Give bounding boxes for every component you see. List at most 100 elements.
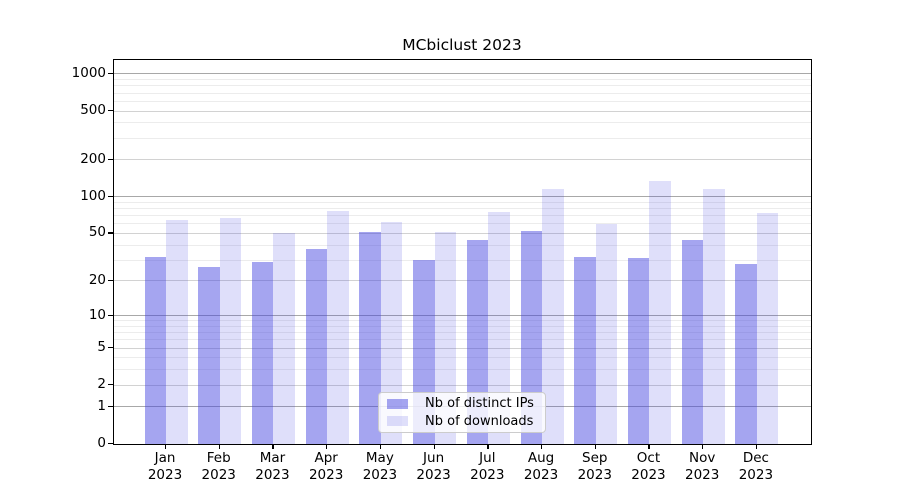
y-tick-mark: [108, 405, 113, 408]
bar-distinct-ips: [681, 240, 704, 444]
gridline-minor: [114, 320, 811, 322]
gridline-minor: [114, 201, 811, 203]
gridline: [114, 280, 811, 282]
gridline: [114, 315, 811, 317]
legend-swatch-downloads-icon: [387, 416, 408, 427]
y-tick-label: 2: [97, 376, 106, 393]
y-tick-mark: [108, 443, 113, 445]
x-tick-mark: [272, 444, 274, 449]
y-tick-label: 200: [80, 150, 106, 167]
legend-swatch-ips-icon: [387, 398, 408, 409]
y-tick-label: 50: [88, 224, 106, 241]
x-tick-label: May 2023: [362, 450, 398, 483]
bar-downloads: [434, 232, 457, 444]
x-tick-label: Apr 2023: [308, 450, 344, 483]
x-tick-label: Jan 2023: [147, 450, 183, 483]
y-tick-label: 500: [80, 102, 106, 119]
y-tick-mark: [108, 347, 113, 349]
y-tick-mark: [108, 314, 113, 316]
bar-downloads: [166, 219, 188, 444]
x-tick-label: Jul 2023: [470, 450, 505, 483]
y-tick-mark: [108, 72, 113, 75]
y-tick-mark: [108, 232, 113, 234]
gridline-minor: [114, 137, 811, 139]
legend: Nb of distinct IPs Nb of downloads: [378, 392, 546, 433]
x-tick-mark: [594, 444, 597, 449]
gridline-minor: [114, 339, 811, 341]
legend-item-downloads: Nb of downloads: [385, 413, 539, 431]
y-tick-label: 20: [88, 271, 106, 288]
x-tick-label: Aug 2023: [523, 450, 559, 483]
gridline: [114, 384, 811, 386]
bar-distinct-ips: [198, 267, 220, 444]
bar-downloads: [542, 189, 564, 444]
x-tick-mark: [379, 444, 382, 449]
gridline-minor: [114, 208, 811, 210]
bar-downloads: [219, 218, 242, 444]
y-tick-label: 10: [88, 306, 106, 323]
plot-area: Nb of distinct IPs Nb of downloads: [113, 59, 812, 445]
x-tick-mark: [541, 444, 543, 449]
x-tick-mark: [326, 444, 328, 449]
gridline-minor: [114, 325, 811, 327]
y-tick-mark: [108, 279, 113, 282]
bar-downloads: [380, 222, 403, 444]
y-tick-label: 1000: [71, 64, 106, 81]
x-tick-mark: [702, 444, 704, 449]
gridline: [114, 159, 811, 161]
y-tick-mark: [108, 195, 113, 198]
bar-distinct-ips: [251, 261, 274, 444]
gridline: [114, 110, 811, 112]
x-tick-label: Mar 2023: [255, 450, 290, 483]
bar-distinct-ips: [144, 256, 166, 444]
gridline-minor: [114, 357, 811, 359]
x-tick-mark: [433, 444, 435, 449]
x-tick-mark: [218, 444, 221, 449]
bar-distinct-ips: [735, 263, 757, 444]
y-tick-label: 1: [97, 397, 106, 414]
gridline: [114, 232, 811, 234]
gridline-minor: [114, 332, 811, 334]
gridline-minor: [114, 244, 811, 246]
gridline: [114, 73, 811, 75]
x-tick-label: Dec 2023: [738, 450, 774, 483]
x-tick-label: Feb 2023: [201, 450, 236, 483]
bar-downloads: [649, 181, 671, 444]
bar-distinct-ips: [305, 249, 328, 444]
gridline-minor: [114, 85, 811, 87]
legend-label: Nb of distinct IPs: [425, 396, 534, 412]
gridline-minor: [114, 122, 811, 124]
bar-distinct-ips: [359, 232, 381, 444]
bar-distinct-ips: [520, 231, 543, 444]
x-tick-label: Jun 2023: [416, 450, 451, 483]
x-tick-mark: [487, 444, 489, 449]
bar-downloads: [327, 210, 349, 444]
legend-label: Nb of downloads: [425, 413, 534, 429]
y-tick-mark: [108, 110, 113, 112]
x-tick-mark: [755, 444, 758, 449]
y-tick-label: 100: [80, 187, 106, 204]
bar-downloads: [273, 233, 295, 444]
y-tick-mark: [108, 384, 113, 386]
x-tick-label: Nov 2023: [685, 450, 720, 483]
y-tick-label: 5: [97, 339, 106, 356]
x-tick-mark: [165, 444, 167, 449]
x-tick-mark: [648, 444, 650, 449]
bar-downloads: [703, 189, 725, 444]
gridline: [114, 196, 811, 198]
gridline-minor: [114, 259, 811, 261]
chart-title: MCbiclust 2023: [402, 36, 522, 54]
x-tick-label: Oct 2023: [631, 450, 666, 483]
gridline: [114, 347, 811, 349]
gridline-minor: [114, 92, 811, 94]
bar-downloads: [488, 212, 510, 444]
gridline-minor: [114, 79, 811, 81]
gridline-minor: [114, 215, 811, 217]
y-tick-mark: [108, 158, 113, 161]
bar-distinct-ips: [627, 258, 650, 444]
bar-downloads: [756, 212, 779, 444]
gridline-minor: [114, 100, 811, 102]
bar-downloads: [595, 223, 618, 444]
x-tick-label: Sep 2023: [577, 450, 612, 483]
